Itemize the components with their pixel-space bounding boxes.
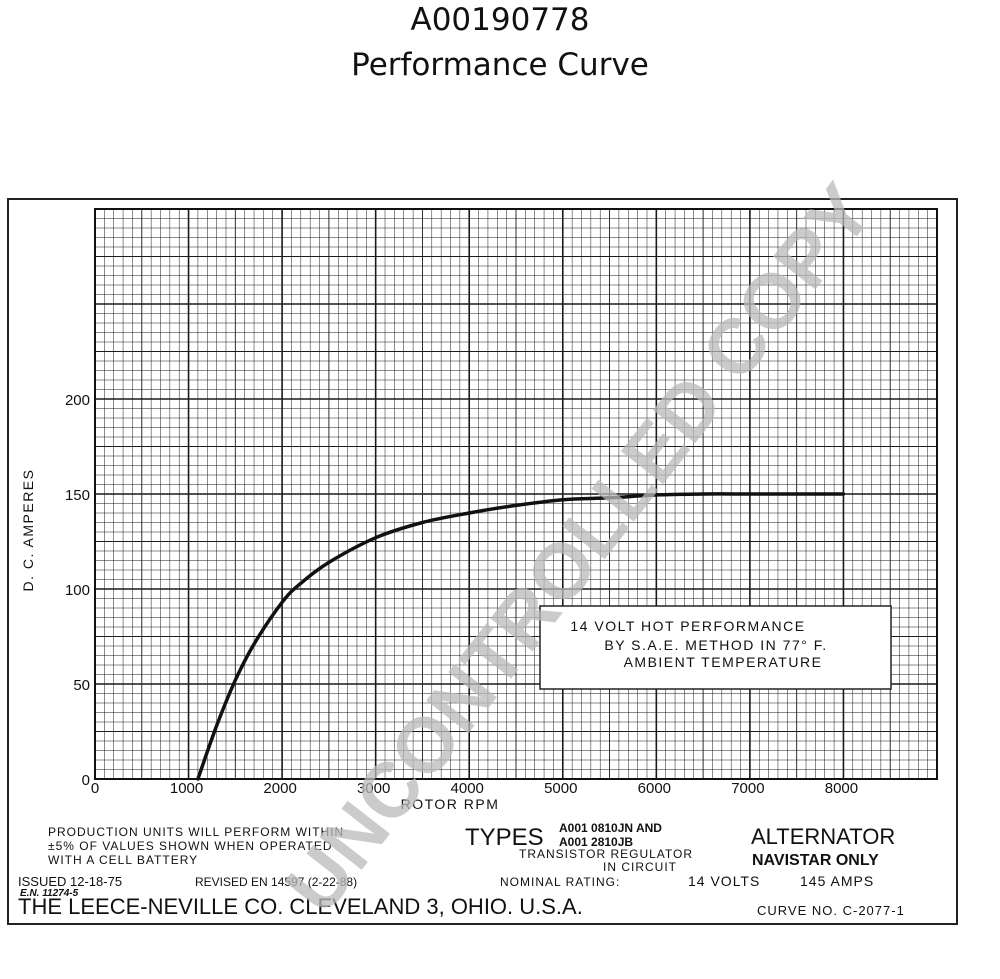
x-tick-label: 6000 [638,780,671,797]
part-number-title: A00190778 [410,2,590,38]
en-number: E.N. 11274-5 [20,888,79,899]
annotation-box [539,605,892,690]
sheet-border [7,198,958,925]
annotation-line-2: BY S.A.E. METHOD IN 77° F. [604,637,827,653]
x-tick-label: 8000 [825,780,858,797]
issued-date: ISSUED 12-18-75 [18,874,122,889]
production-note-line-3: WITH A CELL BATTERY [48,853,198,867]
x-tick-label: 5000 [544,780,577,797]
nominal-amps: 145 AMPS [800,873,874,889]
x-axis-label: ROTOR RPM [401,796,500,812]
x-tick-label: 1000 [170,780,203,797]
plot-frame [94,208,938,780]
x-tick-label: 7000 [731,780,764,797]
x-tick-label: 0 [91,780,99,797]
types-label: TYPES [465,824,544,851]
y-tick-label: 200 [65,392,90,409]
y-tick-label: 50 [73,677,90,694]
y-tick-label: 150 [65,487,90,504]
annotation-line-1: 14 VOLT HOT PERFORMANCE [570,618,805,634]
x-tick-label: 2000 [263,780,296,797]
production-note-line-2: ±5% OF VALUES SHOWN WHEN OPERATED [48,839,333,853]
x-tick-label: 3000 [357,780,390,797]
nominal-rating-label: NOMINAL RATING: [500,875,620,889]
performance-curve-subtitle: Performance Curve [351,47,649,83]
y-tick-label: 0 [82,772,90,789]
chart-ticks: 0 1000 2000 3000 4000 5000 6000 7000 8000 0 50 100 1… [65,392,858,797]
nominal-volts: 14 VOLTS [688,873,760,889]
curve-number: CURVE NO. C-2077-1 [757,903,905,918]
chart-grid [94,208,938,780]
navistar-label: NAVISTAR ONLY [752,852,879,869]
x-tick-label: 4000 [451,780,484,797]
type-code-2: A001 2810JB [559,835,633,849]
performance-curve-line [196,492,846,781]
type-code-1: A001 0810JN AND [559,821,662,835]
company-line: THE LEECE-NEVILLE CO. CLEVELAND 3, OHIO.… [18,894,583,919]
annotation-line-3: AMBIENT TEMPERATURE [624,654,823,670]
y-axis-label: D. C. AMPERES [20,469,36,592]
revised-note: REVISED EN 14597 (2-22-88) [195,875,357,889]
alternator-label: ALTERNATOR [751,824,895,849]
regulator-line-1: TRANSISTOR REGULATOR [519,847,693,861]
regulator-line-2: IN CIRCUIT [603,860,677,874]
y-tick-label: 100 [65,582,90,599]
production-note-line-1: PRODUCTION UNITS WILL PERFORM WITHIN [48,825,344,839]
